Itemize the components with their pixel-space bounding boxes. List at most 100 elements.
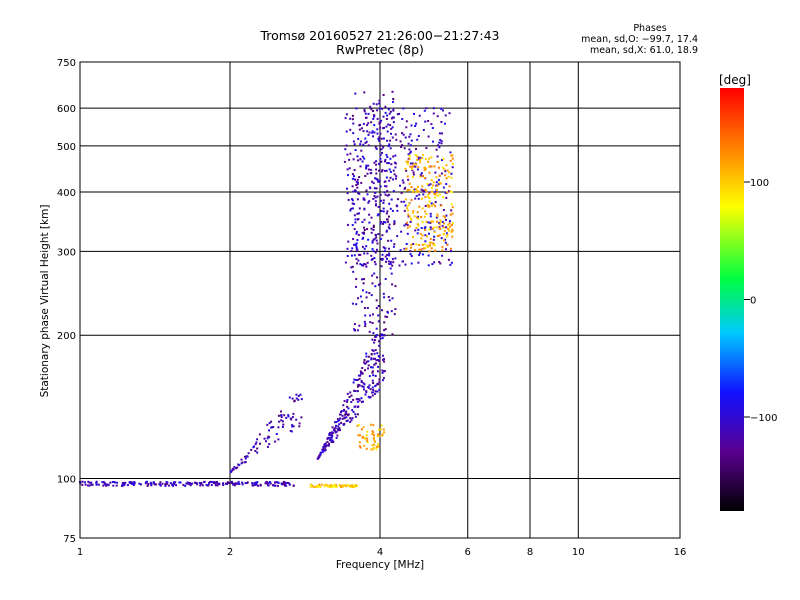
data-point [319, 453, 322, 456]
data-point [378, 121, 381, 124]
data-point [389, 267, 392, 270]
data-point [389, 263, 392, 265]
data-point [352, 190, 355, 193]
data-point [352, 203, 355, 205]
data-point [366, 124, 369, 127]
data-point [281, 426, 284, 428]
data-point [417, 197, 420, 200]
data-point [356, 155, 359, 158]
data-point [439, 262, 442, 265]
data-point [440, 140, 443, 143]
data-point [324, 449, 327, 452]
data-point [437, 183, 440, 186]
data-point [244, 461, 246, 464]
data-point [394, 133, 397, 136]
data-point [401, 144, 404, 147]
data-point [451, 157, 454, 160]
data-point [329, 485, 332, 488]
data-point [417, 158, 420, 161]
data-point [351, 177, 354, 180]
data-point [414, 165, 417, 168]
data-point [382, 210, 385, 213]
data-point [366, 430, 369, 433]
data-point [366, 252, 369, 255]
data-point [263, 437, 266, 440]
data-point [384, 221, 387, 224]
data-point [357, 405, 360, 408]
data-point [378, 381, 381, 384]
data-point [280, 419, 283, 422]
data-point [350, 254, 353, 257]
data-point [384, 278, 387, 280]
data-point [382, 377, 385, 380]
colorbar-tick-label: 0 [750, 296, 756, 307]
data-point [414, 154, 417, 156]
data-point [390, 163, 393, 166]
data-point [389, 139, 392, 142]
data-point [81, 483, 84, 486]
data-point [442, 226, 445, 229]
data-point [378, 169, 380, 172]
data-point [451, 162, 454, 165]
data-point [373, 260, 376, 263]
data-point [331, 431, 333, 434]
data-point [349, 209, 352, 212]
data-point [357, 181, 359, 184]
data-point [422, 153, 424, 156]
data-point [439, 182, 442, 185]
data-point [425, 147, 428, 150]
data-point [354, 413, 357, 416]
data-point [433, 165, 436, 168]
data-point [270, 426, 273, 429]
data-point [365, 265, 368, 268]
data-point [238, 464, 241, 467]
data-point [372, 382, 375, 384]
data-point [431, 227, 434, 230]
data-point [419, 232, 422, 235]
data-point [368, 384, 371, 387]
y-tick-label: 750 [57, 58, 76, 69]
data-point [353, 169, 356, 171]
data-point [323, 485, 326, 488]
data-point [380, 333, 383, 336]
data-point [450, 250, 452, 253]
data-point [364, 112, 367, 115]
data-point [356, 186, 359, 189]
data-point [259, 442, 261, 445]
data-point [384, 185, 387, 188]
data-point [299, 393, 302, 396]
data-point [292, 484, 295, 487]
data-point [352, 122, 355, 125]
data-point [363, 444, 366, 447]
data-point [210, 484, 213, 486]
data-point [381, 253, 384, 256]
data-point [371, 241, 374, 244]
data-point [363, 91, 366, 94]
data-point [355, 230, 358, 233]
data-point [379, 237, 382, 240]
data-point [450, 191, 453, 194]
data-point [370, 366, 372, 369]
data-point [362, 386, 365, 388]
data-point [335, 485, 338, 488]
data-point [388, 179, 391, 182]
data-point [406, 160, 409, 163]
data-point [407, 142, 410, 145]
data-point [354, 190, 357, 192]
data-point [383, 169, 386, 172]
data-point [408, 215, 411, 218]
colorbar-label: [deg] [719, 73, 751, 87]
colorbar [720, 88, 744, 511]
data-point [386, 254, 389, 256]
data-point [331, 486, 334, 489]
data-point [101, 481, 104, 484]
data-point [382, 199, 385, 202]
data-point [256, 451, 259, 454]
data-point [424, 234, 427, 237]
data-point [91, 483, 94, 486]
data-point [415, 163, 418, 166]
data-point [272, 426, 275, 428]
data-point [443, 168, 446, 171]
data-point [391, 209, 394, 212]
data-point [424, 188, 427, 191]
